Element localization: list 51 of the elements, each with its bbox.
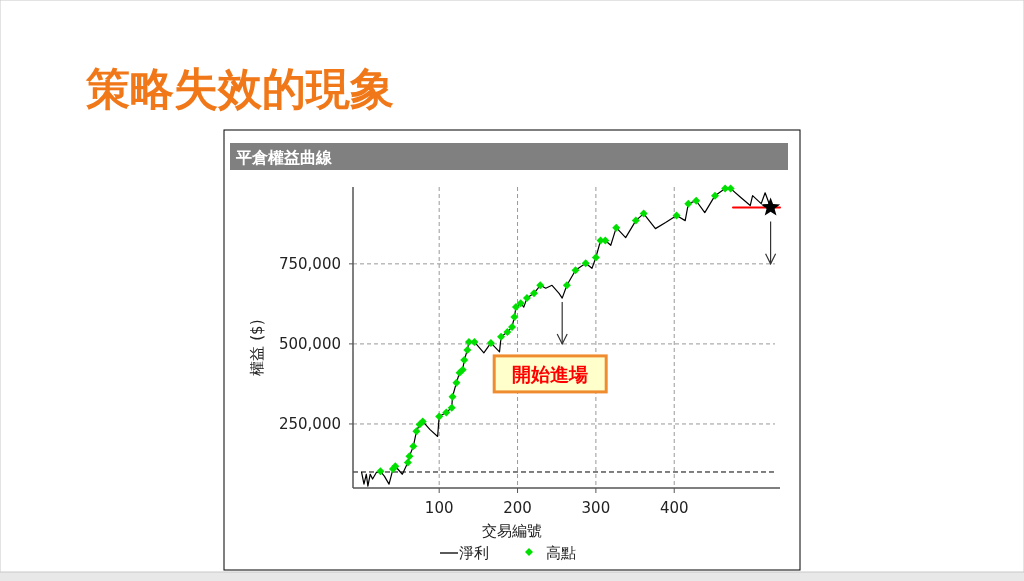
point [522, 294, 531, 303]
point [452, 378, 461, 387]
x-tick-label: 200 [503, 499, 532, 517]
point [672, 211, 681, 220]
point [486, 338, 495, 347]
legend-label: 高點 [546, 544, 576, 562]
y-axis-title: 權益 ($) [248, 319, 266, 376]
x-axis-title: 交易編號 [481, 522, 542, 540]
legend-label: 淨利 [459, 544, 489, 562]
x-tick-label: 100 [424, 499, 454, 517]
point [497, 332, 506, 341]
point [631, 216, 640, 225]
y-tick-label: 750,000 [278, 254, 341, 273]
point [412, 427, 421, 436]
point [710, 191, 719, 200]
x-tick-label: 300 [581, 499, 611, 517]
point [508, 322, 517, 331]
point [726, 184, 735, 193]
point [692, 196, 701, 205]
point [447, 403, 456, 412]
point [442, 408, 451, 417]
point [435, 412, 444, 421]
point [536, 281, 545, 290]
point [464, 337, 473, 346]
point [612, 223, 621, 232]
point [591, 253, 600, 262]
point [376, 467, 385, 476]
point [409, 442, 418, 451]
x-tick-label: 400 [659, 499, 689, 517]
point [463, 345, 472, 354]
point [581, 259, 590, 268]
point [571, 266, 580, 275]
annotation: 開始進場 [512, 362, 589, 385]
point [405, 452, 414, 461]
point [516, 299, 525, 308]
point [503, 328, 512, 337]
y-tick-label: 250,000 [278, 414, 341, 433]
point [639, 209, 648, 218]
point [510, 313, 519, 322]
point [761, 197, 781, 216]
chart-title: 策略失效的現象 [85, 63, 394, 114]
point [562, 281, 571, 290]
point [684, 199, 693, 208]
point [529, 289, 538, 298]
chart-subtitle: 平倉權益曲線 [235, 148, 333, 167]
point [403, 458, 412, 467]
point [460, 355, 469, 364]
point [448, 392, 457, 401]
point [470, 337, 479, 346]
y-tick-label: 500,000 [278, 334, 341, 353]
point [511, 303, 520, 312]
